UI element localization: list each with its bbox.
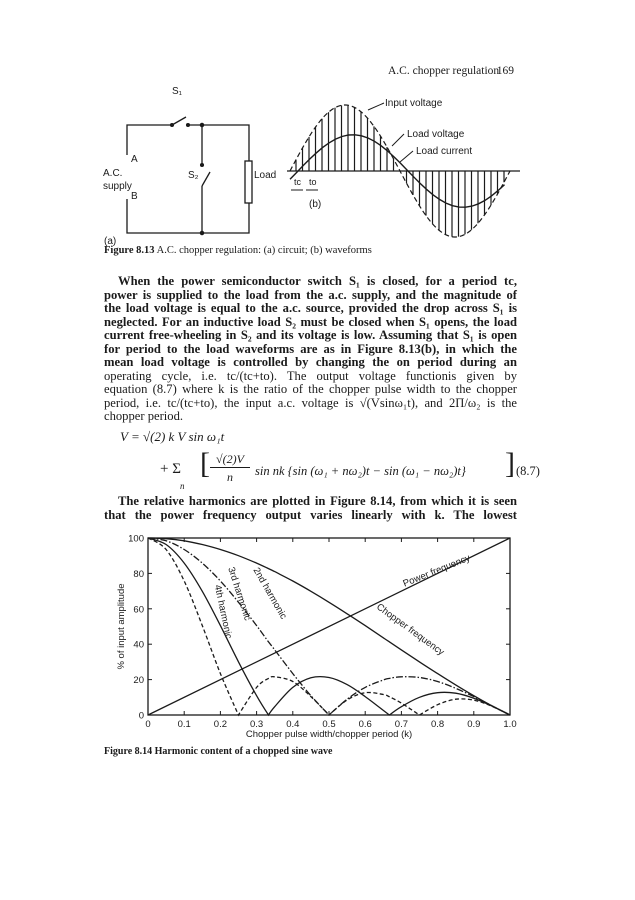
text-line: mean load voltage is controlled by chang… (104, 355, 517, 369)
text-line: current free-wheeling in S₂ and its volt… (104, 328, 517, 342)
figure-8-13: S₁ A A.C. supply B S₂ Load (a) Input vol… (103, 86, 520, 247)
equation-body: sin nk {sin (ω₁ + nω₂)t − sin (ω₁ − nω₂)… (255, 464, 466, 478)
text-line: When the power semiconductor switch S₁ i… (118, 274, 517, 288)
figure-8-14-chart: 0 0.1 0.2 0.3 0.4 0.5 0.6 0.7 0.8 0.9 1.0 0 20 40 60 80… (116, 534, 517, 741)
series-line-chopper-frequency (147, 537, 511, 716)
text-line: power is supplied to the load from the a… (104, 287, 517, 302)
input-voltage-label: Input voltage (385, 98, 443, 109)
y-tick-label: 100 (128, 534, 144, 545)
series-line-4th-harmonic (147, 537, 511, 717)
equation-line-1: V = √(2) k V sin ω₁t (120, 429, 225, 444)
terminal-a-label: A (131, 154, 138, 165)
caption-text: Harmonic content of a chopped sine wave (154, 746, 333, 757)
y-tick-label: 80 (133, 569, 144, 580)
y-tick-label: 20 (133, 675, 144, 686)
x-tick-label: 0.2 (214, 719, 227, 730)
running-head-title: A.C. chopper regulation (388, 65, 500, 77)
equation-bracket-close: ] (505, 447, 515, 480)
s1-label: S₁ (172, 86, 183, 97)
x-tick-label: 0.6 (359, 719, 372, 730)
supply-label-2: supply (103, 181, 132, 192)
text-line: The relative harmonics are plotted in Fi… (118, 494, 517, 508)
figure-8-13-caption: Figure 8.13 A.C. chopper regulation: (a)… (104, 245, 372, 256)
series-label: Chopper frequency (374, 602, 446, 659)
figure-8-14-caption: Figure 8.14 Harmonic content of a choppe… (104, 746, 332, 757)
equation-numerator: √(2)V (210, 452, 250, 468)
text-line: period, i.e. tc/(tc+to), the input a.c. … (104, 395, 517, 410)
x-tick-label: 0.5 (322, 719, 335, 730)
paragraph-1: When the power semiconductor switch S₁ i… (104, 274, 517, 424)
y-tick-label: 60 (133, 604, 144, 615)
caption-text: A.C. chopper regulation: (a) circuit; (b… (156, 245, 372, 256)
panel-a-label: (a) (104, 236, 116, 247)
x-tick-label: 0.7 (395, 719, 408, 730)
load-current-label: Load current (416, 146, 472, 157)
running-head: A.C. chopper regulation 169 (388, 65, 514, 77)
text-line: that the power frequency output varies l… (104, 507, 517, 522)
series-label: 2nd harmonic (250, 566, 288, 622)
series-line-3rd-harmonic (147, 537, 511, 717)
to-label: to (309, 177, 317, 187)
caption-label: Figure 8.14 (104, 746, 153, 757)
x-tick-label: 1.0 (503, 719, 516, 730)
x-tick-label: 0 (145, 719, 150, 730)
panel-b-label: (b) (309, 199, 321, 210)
paragraph-2: The relative harmonics are plotted in Fi… (104, 494, 517, 522)
y-tick-label: 40 (133, 640, 144, 651)
x-tick-label: 0.1 (178, 719, 191, 730)
text-line: the load voltage is equal to the a.c. so… (104, 301, 517, 315)
y-axis-label: % of input amplitude (116, 583, 127, 669)
terminal-b-label: B (131, 191, 138, 202)
supply-label-1: A.C. (103, 168, 122, 179)
s2-label: S₂ (188, 170, 199, 181)
load-current-curve (289, 134, 505, 208)
series-line-power-frequency (147, 537, 511, 716)
equation-sum: + Σ (160, 461, 181, 477)
x-axis-label: Chopper pulse width/chopper period (k) (246, 729, 412, 740)
text-line: chopper period. (104, 409, 184, 423)
load-label: Load (254, 170, 276, 181)
x-tick-label: 0.8 (431, 719, 444, 730)
text-line: for period to the load waveforms are as … (104, 341, 517, 356)
y-tick-label: 0 (139, 711, 144, 722)
tc-label: tc (294, 177, 302, 187)
input-voltage-curve (289, 104, 511, 238)
caption-label: Figure 8.13 (104, 245, 155, 256)
x-tick-label: 0.4 (286, 719, 299, 730)
text-line: neglected. For an inductive load S₂ must… (104, 314, 517, 329)
equation-denominator: n (227, 470, 233, 484)
series-label: Power frequency (402, 553, 472, 590)
page-number: 169 (496, 65, 514, 77)
x-tick-label: 0.3 (250, 719, 263, 730)
text-line: equation (8.7) where k is the ratio of t… (104, 382, 517, 396)
equation-number: (8.7) (516, 464, 540, 478)
load-voltage-label: Load voltage (407, 129, 465, 140)
waveform-diagram (287, 104, 520, 238)
equation-sum-index: n (180, 481, 185, 491)
x-tick-label: 0.9 (467, 719, 480, 730)
equation-bracket-open: [ (200, 447, 210, 480)
text-line: operating cycle, i.e. tc/(tc+to). The ou… (104, 368, 517, 383)
circuit-diagram (126, 116, 253, 236)
